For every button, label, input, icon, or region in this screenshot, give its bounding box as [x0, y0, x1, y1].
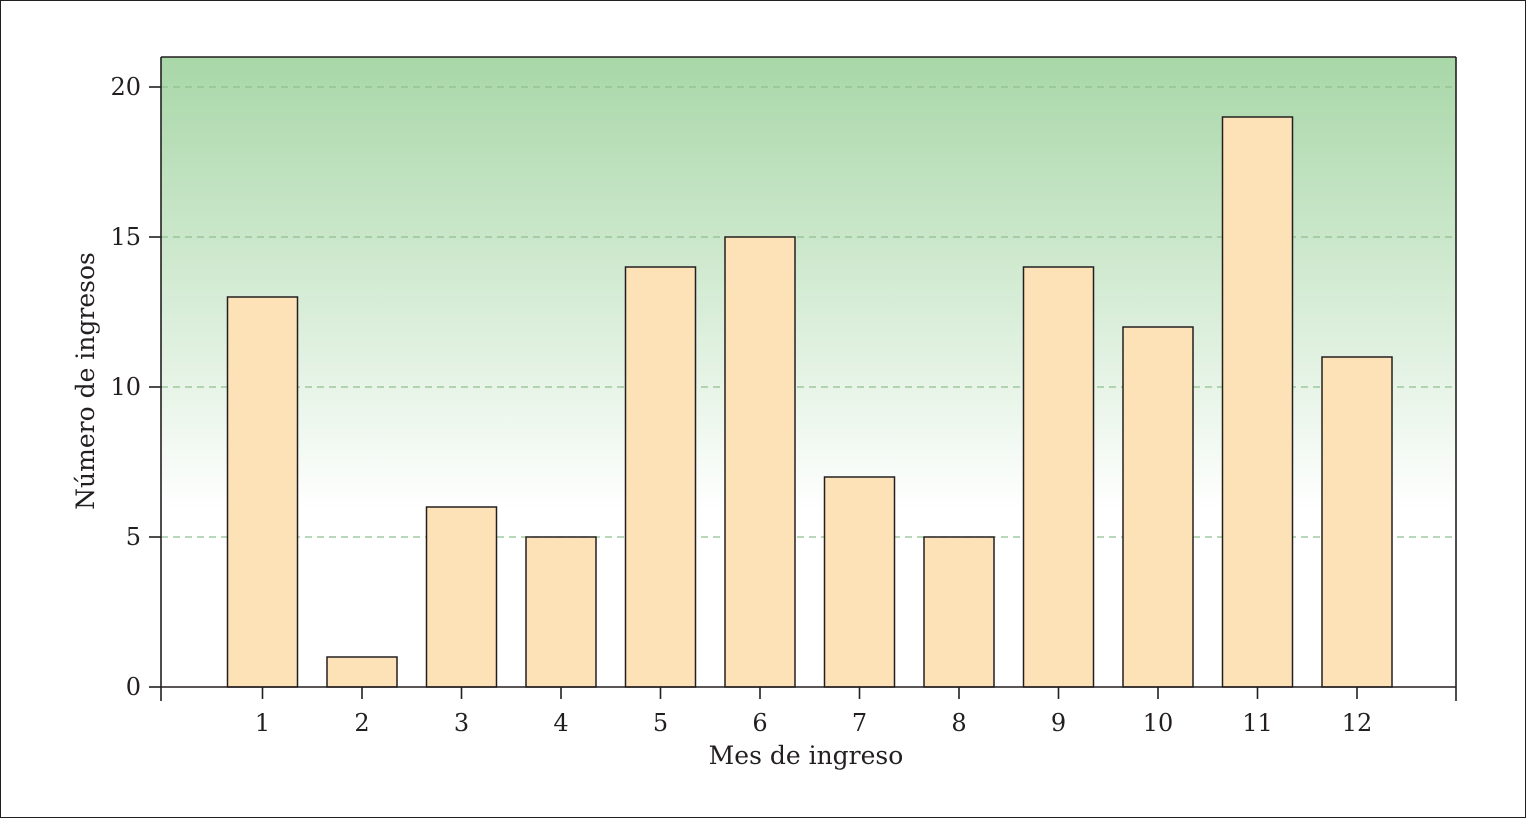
bar-5: [624, 266, 697, 688]
bar-1: [226, 296, 299, 688]
x-tick-label-2: 2: [354, 709, 369, 737]
bar-8: [923, 536, 995, 688]
x-tick-label-6: 6: [752, 709, 767, 737]
x-tick-label-1: 1: [255, 709, 270, 737]
x-tick-label-9: 9: [1051, 709, 1066, 737]
bar-12: [1321, 356, 1393, 688]
x-tick-label-4: 4: [553, 709, 568, 737]
x-tick-label-5: 5: [653, 709, 668, 737]
y-tick-label-10: 10: [110, 373, 141, 401]
bar-4: [525, 536, 597, 688]
bar-9: [1022, 266, 1095, 688]
y-axis-title: Número de ingresos: [71, 252, 100, 510]
bar-3: [425, 506, 498, 688]
bar-11: [1221, 116, 1294, 688]
bar-7: [823, 476, 896, 688]
axes: [149, 56, 1457, 701]
y-tick-label-20: 20: [110, 73, 141, 101]
x-tick-label-10: 10: [1143, 709, 1174, 737]
x-tick-label-3: 3: [454, 709, 469, 737]
y-tick-label-5: 5: [126, 523, 141, 551]
x-tick-label-11: 11: [1242, 709, 1273, 737]
bar-10: [1122, 326, 1194, 688]
bar-6: [724, 236, 796, 688]
x-tick-label-8: 8: [951, 709, 966, 737]
x-tick-label-12: 12: [1342, 709, 1373, 737]
bars: [226, 116, 1393, 688]
x-axis-title: Mes de ingreso: [709, 741, 904, 770]
y-tick-label-0: 0: [126, 673, 141, 701]
x-tick-label-7: 7: [852, 709, 867, 737]
y-tick-label-15: 15: [110, 223, 141, 251]
bar-2: [326, 656, 398, 688]
